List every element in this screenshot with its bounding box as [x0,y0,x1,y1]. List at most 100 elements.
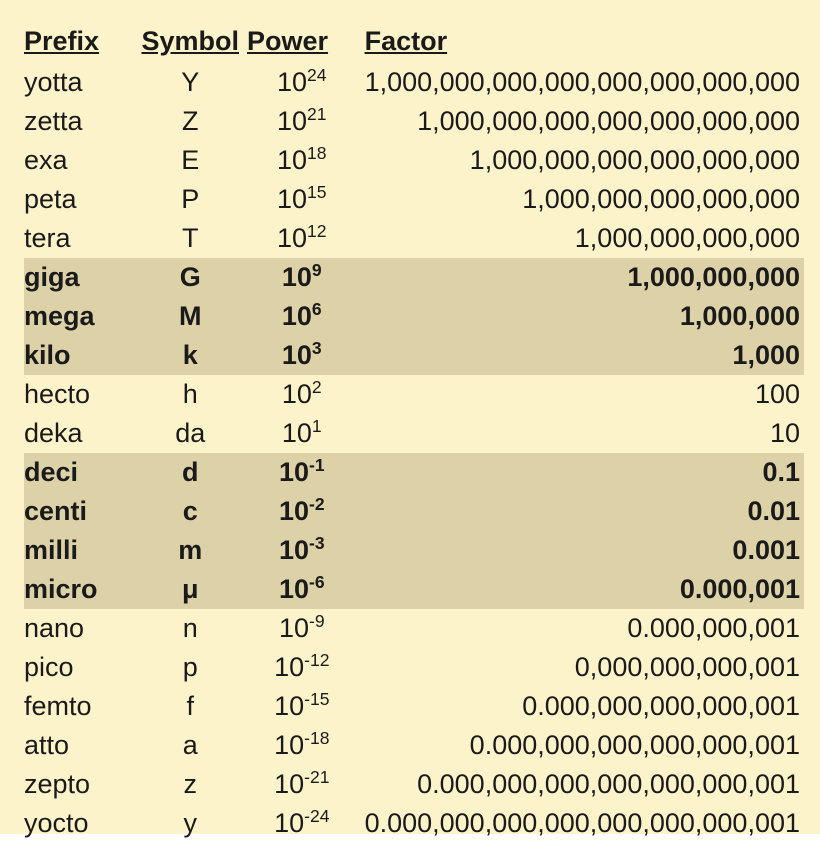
table-row: hectoh102100 [24,375,804,414]
cell-factor: 10 [365,414,804,453]
table-row: zettaZ10211,000,000,000,000,000,000,000 [24,102,804,141]
cell-symbol: μ [141,570,247,609]
cell-power: 10-3 [247,531,365,570]
power-base: 10 [277,106,307,136]
cell-prefix: mega [24,297,141,336]
power-exponent: 18 [307,143,327,163]
cell-symbol: f [141,687,247,726]
power-base: 10 [282,379,312,409]
power-exponent: 3 [312,338,322,358]
power-base: 10 [277,223,307,253]
power-exponent: -2 [309,494,325,514]
cell-power: 106 [247,297,365,336]
col-header-power: Power [247,24,365,63]
cell-symbol: d [141,453,247,492]
power-exponent: -1 [309,455,325,475]
table-row: femtof10-150.000,000,000,000,001 [24,687,804,726]
power-exponent: 12 [307,221,327,241]
cell-prefix: nano [24,609,141,648]
cell-power: 10-2 [247,492,365,531]
page-container: Prefix Symbol Power Factor yottaY10241,0… [0,0,820,834]
cell-symbol: p [141,648,247,687]
power-exponent: 24 [307,65,327,85]
cell-prefix: atto [24,726,141,765]
power-exponent: -24 [304,806,329,826]
power-base: 10 [274,652,304,682]
power-base: 10 [279,496,309,526]
table-row: teraT10121,000,000,000,000 [24,219,804,258]
cell-prefix: micro [24,570,141,609]
cell-symbol: m [141,531,247,570]
table-row: zeptoz10-210.000,000,000,000,000,000,001 [24,765,804,804]
cell-prefix: milli [24,531,141,570]
header-row: Prefix Symbol Power Factor [24,24,804,63]
table-row: kilok1031,000 [24,336,804,375]
cell-power: 10-9 [247,609,365,648]
power-exponent: -21 [304,767,329,787]
cell-symbol: a [141,726,247,765]
cell-factor: 0.000,000,000,000,000,001 [365,726,804,765]
table-row: petaP10151,000,000,000,000,000 [24,180,804,219]
power-base: 10 [274,730,304,760]
cell-symbol: h [141,375,247,414]
cell-symbol: k [141,336,247,375]
power-exponent: 15 [307,182,327,202]
cell-prefix: yocto [24,804,141,843]
cell-symbol: Z [141,102,247,141]
table-row: microμ10-60.000,001 [24,570,804,609]
cell-power: 10-21 [247,765,365,804]
table-row: gigaG1091,000,000,000 [24,258,804,297]
cell-factor: 0.000,000,000,000,001 [365,687,804,726]
power-base: 10 [279,535,309,565]
cell-prefix: peta [24,180,141,219]
cell-factor: 1,000,000,000,000,000,000 [365,141,804,180]
cell-power: 10-6 [247,570,365,609]
cell-prefix: deci [24,453,141,492]
table-row: dekada10110 [24,414,804,453]
cell-factor: 1,000,000,000,000,000,000,000 [365,102,804,141]
power-exponent: -3 [309,533,325,553]
cell-power: 10-18 [247,726,365,765]
cell-symbol: P [141,180,247,219]
cell-factor: 1,000,000,000,000,000,000,000,000 [365,63,804,102]
cell-symbol: Y [141,63,247,102]
col-header-symbol: Symbol [141,24,247,63]
cell-symbol: M [141,297,247,336]
power-exponent: 1 [312,416,322,436]
cell-factor: 0,000,000,000,001 [365,648,804,687]
cell-power: 10-12 [247,648,365,687]
power-exponent: -9 [309,611,325,631]
cell-power: 10-15 [247,687,365,726]
power-exponent: -15 [304,689,329,709]
cell-power: 10-24 [247,804,365,843]
cell-factor: 1,000 [365,336,804,375]
cell-power: 1021 [247,102,365,141]
cell-factor: 100 [365,375,804,414]
power-exponent: -6 [309,572,325,592]
table-row: exaE10181,000,000,000,000,000,000 [24,141,804,180]
cell-prefix: centi [24,492,141,531]
prefix-table: Prefix Symbol Power Factor yottaY10241,0… [24,24,804,843]
cell-symbol: c [141,492,247,531]
power-base: 10 [274,691,304,721]
cell-prefix: hecto [24,375,141,414]
cell-symbol: G [141,258,247,297]
cell-prefix: exa [24,141,141,180]
cell-prefix: femto [24,687,141,726]
cell-symbol: E [141,141,247,180]
table-row: centic10-20.01 [24,492,804,531]
table-row: decid10-10.1 [24,453,804,492]
cell-prefix: pico [24,648,141,687]
cell-power: 102 [247,375,365,414]
cell-factor: 1,000,000,000 [365,258,804,297]
cell-factor: 0.000,000,001 [365,609,804,648]
table-row: yottaY10241,000,000,000,000,000,000,000,… [24,63,804,102]
power-exponent: 21 [307,104,327,124]
power-base: 10 [279,574,309,604]
cell-power: 1012 [247,219,365,258]
col-header-factor: Factor [365,24,804,63]
cell-factor: 1,000,000,000,000,000 [365,180,804,219]
cell-prefix: deka [24,414,141,453]
col-header-prefix: Prefix [24,24,141,63]
cell-factor: 0.01 [365,492,804,531]
